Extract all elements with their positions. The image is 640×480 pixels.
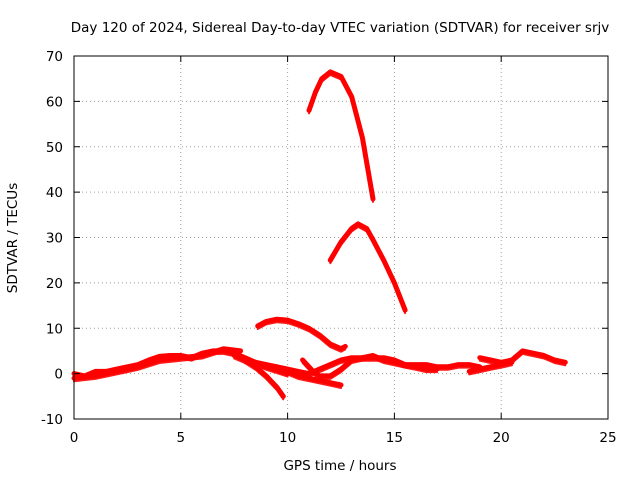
x-tick-label: 25 bbox=[599, 430, 616, 446]
series-arc-10 bbox=[477, 348, 568, 365]
y-tick-label: 70 bbox=[46, 49, 63, 65]
x-tick-label: 15 bbox=[386, 430, 403, 446]
series-arc-9-band bbox=[329, 225, 407, 315]
series-arc-5-band bbox=[261, 366, 342, 389]
y-tick-label: 50 bbox=[46, 140, 63, 156]
grid-lines bbox=[74, 56, 608, 419]
y-tick-label: -10 bbox=[41, 412, 63, 428]
series-arc-5 bbox=[259, 362, 344, 388]
series-arc-7 bbox=[255, 316, 348, 352]
axis-ticks: 0 5 10 15 20 25 -10 0 10 20 30 40 50 60 70 bbox=[41, 49, 617, 446]
y-tick-label: 10 bbox=[46, 321, 63, 337]
data-series bbox=[71, 69, 568, 401]
chart-title: Day 120 of 2024, Sidereal Day-to-day VTE… bbox=[71, 20, 610, 36]
series-arc-3-band bbox=[233, 357, 285, 401]
x-tick-label: 0 bbox=[70, 430, 79, 446]
y-tick-label: 60 bbox=[46, 94, 63, 110]
series-arc-8 bbox=[306, 69, 376, 202]
series-arc-8-band bbox=[308, 73, 374, 203]
series-arc-11-band bbox=[468, 364, 513, 376]
y-tick-label: 0 bbox=[54, 367, 63, 383]
y-tick-label: 30 bbox=[46, 231, 63, 247]
series-arc-6 bbox=[300, 355, 440, 379]
x-axis-label: GPS time / hours bbox=[283, 458, 396, 474]
x-tick-label: 20 bbox=[493, 430, 510, 446]
series-arc-11 bbox=[466, 359, 515, 374]
series-arc-7-band bbox=[256, 321, 347, 353]
x-tick-label: 10 bbox=[279, 430, 296, 446]
series-arc-6-band bbox=[301, 359, 439, 380]
y-tick-label: 40 bbox=[46, 185, 63, 201]
series-arc-9 bbox=[327, 221, 408, 313]
y-axis-label: SDTVAR / TECUs bbox=[5, 183, 21, 293]
series-arc-2-band bbox=[73, 350, 242, 383]
x-tick-label: 5 bbox=[177, 430, 186, 446]
y-tick-label: 20 bbox=[46, 276, 63, 292]
series-arc-2 bbox=[71, 346, 244, 381]
